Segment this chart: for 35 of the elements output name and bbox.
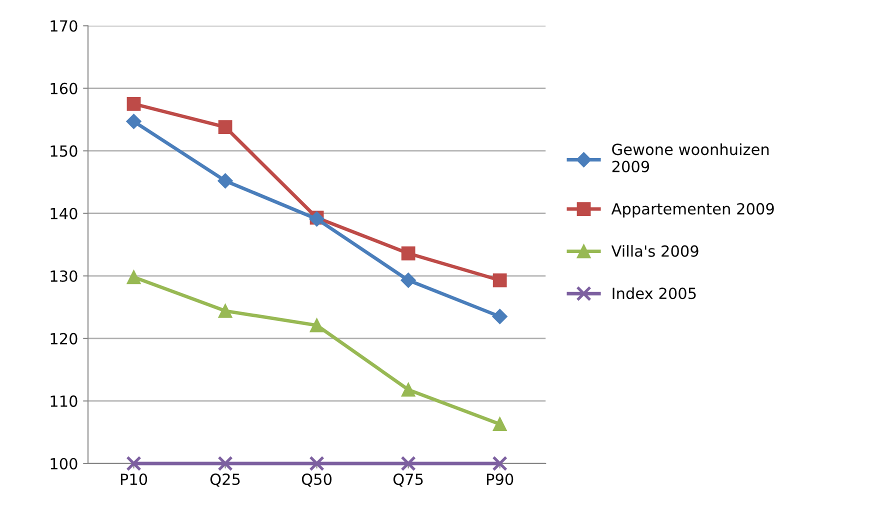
legend-label: Appartementen 2009 [611,203,774,218]
point [492,308,508,324]
point [400,456,416,472]
point [218,456,233,472]
y-tick-label: 130 [50,270,78,282]
point [401,246,416,260]
point [310,318,324,332]
point [492,456,508,472]
y-tick-label: 170 [50,20,78,32]
y-tick-label: 140 [50,208,78,220]
y-tick-label: 100 [50,458,78,470]
x-tick-label: Q50 [302,473,332,487]
y-tick-label: 110 [50,395,78,407]
y-tick-label: 160 [50,82,78,94]
y-tick-label: 150 [50,145,78,157]
point [218,304,232,318]
point [126,456,142,472]
point [126,114,142,129]
x-tick-label: Q25 [210,473,240,487]
point [492,273,507,288]
point [218,173,233,188]
point [126,270,141,284]
point [126,96,141,111]
point [218,120,232,134]
point [309,456,324,472]
y-tick-label: 120 [50,332,78,344]
legend-label: Gewone woonhuizen 2009 [612,143,769,172]
point [400,272,416,288]
legend-label: Villa's 2009 [611,245,698,257]
x-tick-label: P90 [487,473,514,486]
legend-label: Index 2005 [612,287,696,300]
point [401,382,416,397]
x-tick-label: P10 [120,473,148,486]
x-tick-label: Q75 [393,473,423,487]
point [492,417,507,432]
